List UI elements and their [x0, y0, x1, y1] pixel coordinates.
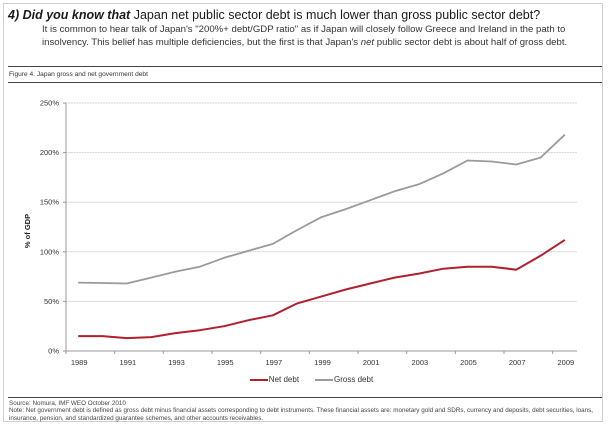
- x-tick-label: 1999: [314, 358, 331, 367]
- x-tick-label: 2003: [411, 358, 428, 367]
- footnote: Note: Net government debt is defined as …: [9, 407, 594, 422]
- net-debt-line: [78, 239, 566, 340]
- x-tick-label: 1989: [71, 358, 88, 367]
- headline-title: Japan net public sector debt is much low…: [130, 8, 541, 22]
- y-tick-label: 150%: [40, 198, 60, 207]
- legend-swatch-gross: [315, 378, 334, 381]
- line-chart: 0%50%100%150%200%250% 1989 1991 1993 1995 19…: [23, 99, 577, 367]
- footer-divider: [8, 397, 602, 398]
- y-tick-label: 0%: [48, 347, 59, 356]
- figure-title: Figure 4. Japan gross and net government…: [9, 71, 148, 78]
- y-tick-labels: 0% 50% 100% 150% 200% 250%: [40, 99, 60, 356]
- gross-debt-line: [78, 134, 566, 285]
- y-tick-label: 50%: [44, 297, 59, 306]
- chart-legend: Net debt Gross debt: [0, 375, 609, 384]
- gridlines: [66, 102, 577, 302]
- intro-paragraph: It is common to hear talk of Japan's "20…: [42, 24, 602, 49]
- figure-title-divider: [8, 82, 602, 83]
- headline: 4) Did you know that Japan net public se…: [8, 8, 540, 22]
- x-tick-label: 1995: [217, 358, 234, 367]
- y-tick-label: 250%: [40, 99, 60, 108]
- source-note: Source: Nomura, IMF WEO October 2010: [9, 400, 126, 407]
- section-divider: [8, 66, 602, 67]
- legend-item-gross-debt: Gross debt: [315, 375, 373, 384]
- x-tick-label: 1991: [119, 358, 136, 367]
- y-tick-label: 200%: [40, 148, 60, 157]
- x-tick-label: 2005: [460, 358, 477, 367]
- intro-text-1: It is common to hear talk of Japan's "20…: [42, 24, 566, 48]
- headline-lead: 4) Did you know that: [8, 8, 131, 22]
- axes: [63, 102, 577, 354]
- legend-item-net-debt: Net debt: [249, 375, 300, 384]
- y-tick-label: 100%: [40, 247, 60, 256]
- y-axis-label: % of GDP: [23, 214, 32, 248]
- legend-swatch-net: [249, 378, 268, 381]
- x-tick-label: 2001: [363, 358, 380, 367]
- intro-emphasis: net: [360, 36, 375, 48]
- x-tick-label: 2007: [509, 358, 526, 367]
- x-tick-labels: 1989 1991 1993 1995 1997 1999 2001 2003 2005 2007…: [71, 358, 574, 367]
- legend-label-net: Net debt: [268, 375, 300, 384]
- x-tick-label: 1997: [265, 358, 282, 367]
- intro-text-2: public sector debt is about half of gros…: [374, 36, 568, 48]
- series-lines: [78, 134, 566, 340]
- legend-label-gross: Gross debt: [334, 375, 374, 384]
- x-tick-label: 2009: [557, 358, 574, 367]
- x-tick-label: 1993: [168, 358, 185, 367]
- page-frame: [3, 3, 603, 422]
